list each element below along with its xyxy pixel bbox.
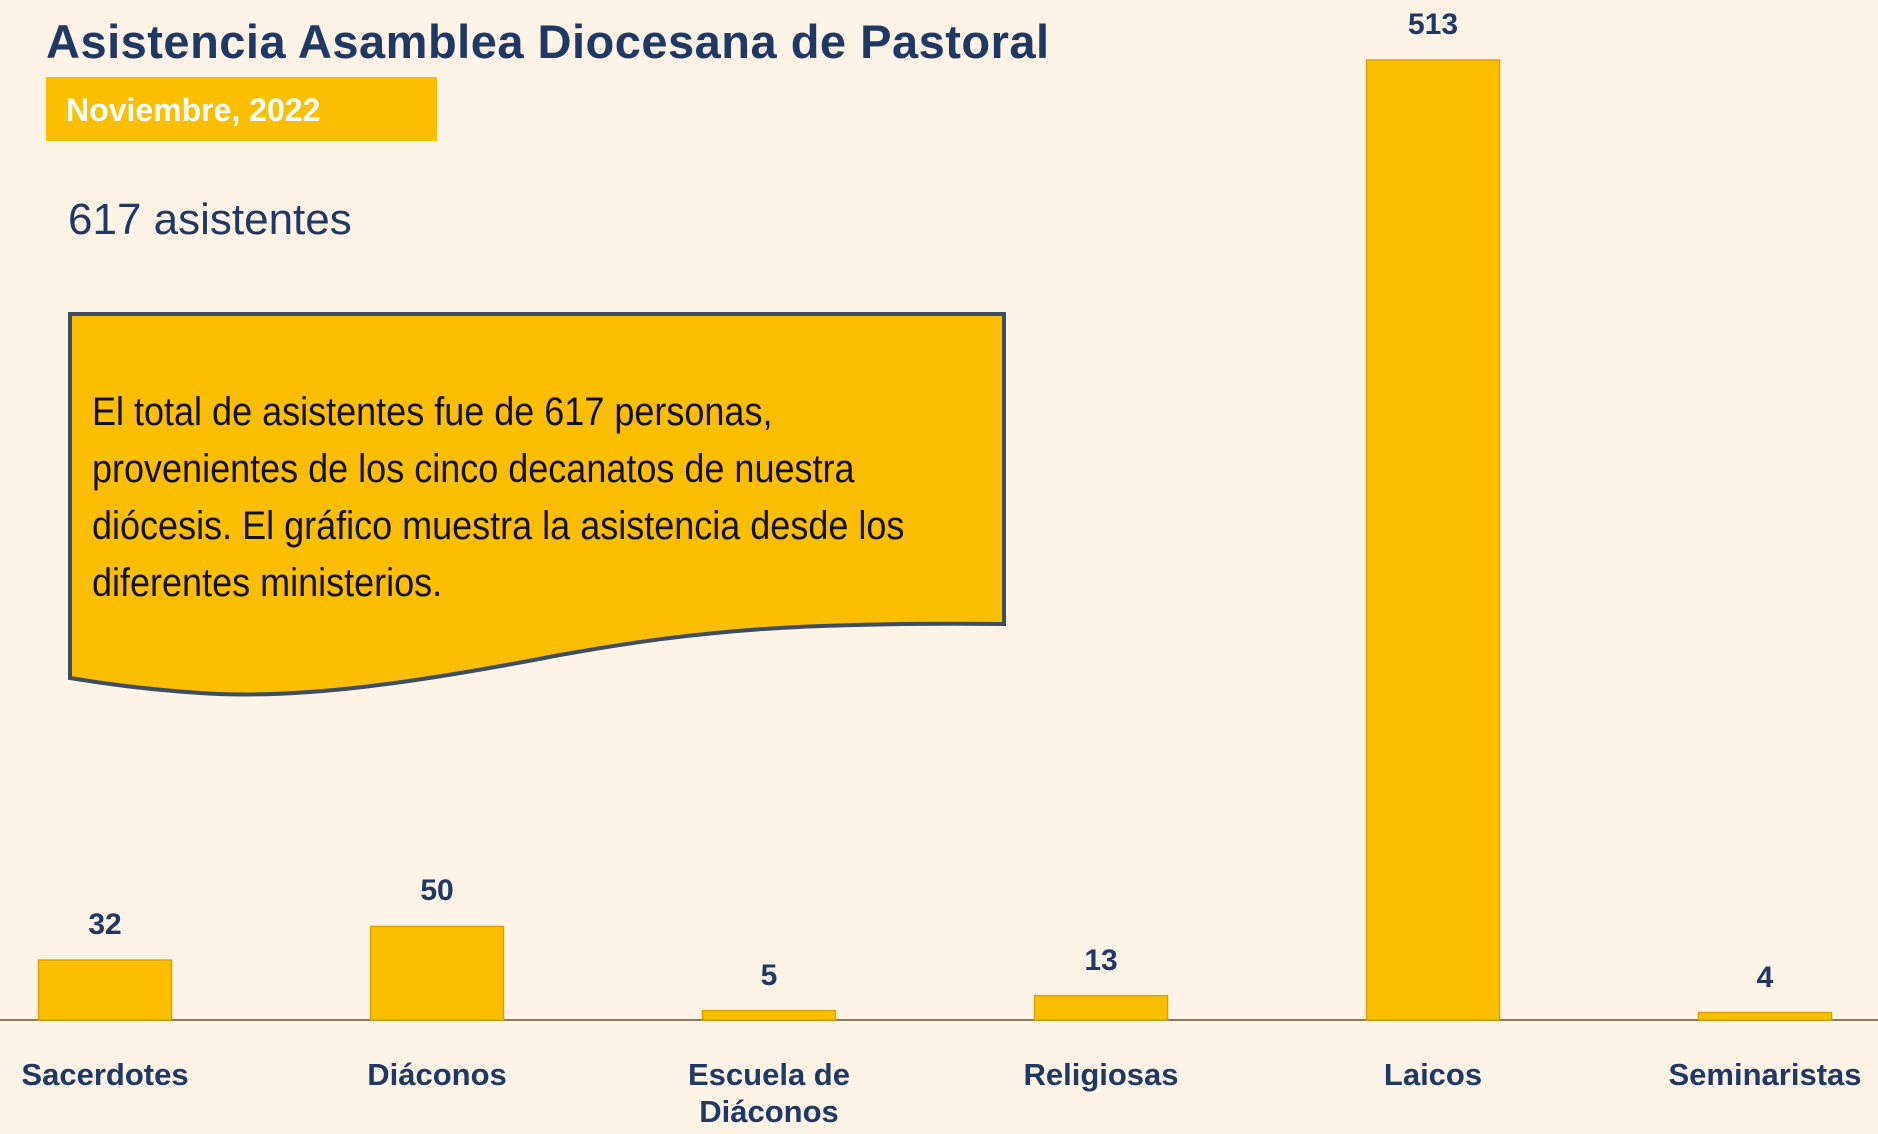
bar — [369, 925, 505, 1021]
subtitle-box — [46, 77, 437, 141]
chart-title: Asistencia Asamblea Diocesana de Pastora… — [46, 15, 1050, 68]
callout-text: El total de asistentes fue de 617 person… — [92, 390, 905, 605]
bar — [37, 959, 173, 1021]
bar — [1033, 994, 1169, 1021]
total-label: 617 asistentes — [68, 195, 352, 244]
value-label: 50 — [420, 874, 454, 908]
x-tick-label: Escuela de Diáconos — [688, 1057, 850, 1129]
callout-shape — [68, 312, 1006, 697]
x-tick-label: Laicos — [1383, 1057, 1483, 1092]
bar — [701, 1009, 837, 1021]
x-tick-label: Sacerdotes — [21, 1057, 189, 1092]
value-label: 32 — [88, 908, 122, 942]
value-label: 513 — [1407, 8, 1459, 41]
bar — [1365, 59, 1501, 1021]
x-tick-label: Diáconos — [367, 1057, 507, 1092]
value-label: 4 — [1756, 960, 1774, 994]
value-label: 5 — [760, 958, 778, 992]
x-tick-label: Religiosas — [1023, 1057, 1179, 1092]
subtitle: Noviembre, 2022 — [66, 92, 321, 128]
x-tick-label: Seminaristas — [1668, 1057, 1862, 1092]
bar — [1697, 1011, 1833, 1021]
value-label: 13 — [1084, 943, 1118, 977]
